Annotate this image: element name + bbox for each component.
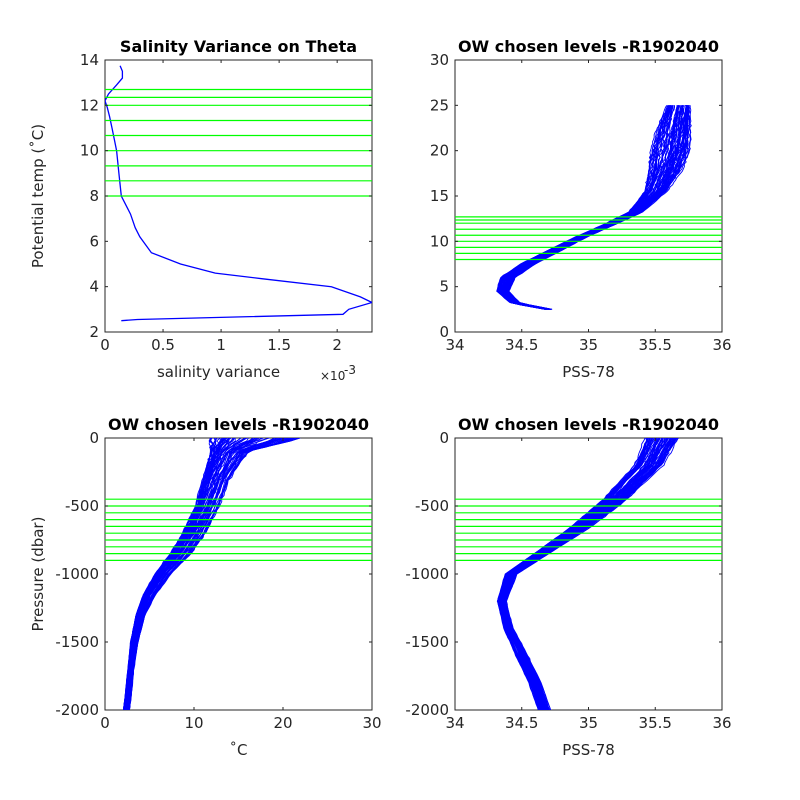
variance-x-tick-label: 1 [216,336,226,354]
ts-profile-line [506,105,689,310]
ts-y-tick-label: 30 [430,51,449,69]
ts-y-tick-label: 25 [430,96,449,114]
pt-x-tick-label: 0 [100,714,110,732]
ts-profile-line [496,105,669,310]
pt-y-tick-label: -1500 [55,633,99,651]
pt-plot-area [105,438,372,710]
ts-axes-frame [454,59,723,333]
variance-y-tick-label: 4 [89,278,99,296]
ts-x-tick-label: 36 [712,336,731,354]
pt-x-tick-label: 10 [184,714,203,732]
variance-y-tick-label: 14 [80,51,99,69]
ts-profile-line [503,105,682,310]
ps-x-axis-label: PSS-78 [562,741,615,759]
theta-salinity-panel: 34 34.5 35 35.5 36 0 5 10 15 20 25 30 OW chosen leve… [430,37,732,381]
pt-y-tick-label: -500 [65,497,99,515]
variance-y-tick-label: 10 [80,142,99,160]
variance-x-axis-label: salinity variance [157,363,280,381]
ts-x-tick-label: 34.5 [505,336,538,354]
variance-x-tick-label: 0 [100,336,110,354]
variance-y-axis-label: Potential temp (˚C) [29,124,47,268]
ps-profile-line [503,438,671,710]
pt-y-tick-label: -2000 [55,701,99,719]
ts-profile-line [499,105,673,310]
pressure-temperature-panel: 0 10 20 30 -2000 -1500 -1000 -500 0 OW chosen lev… [29,415,382,759]
pt-y-tick-label: -1000 [55,565,99,583]
variance-chart-title: Salinity Variance on Theta [120,37,357,56]
ps-profile-line [500,438,658,710]
variance-y-tick-label: 2 [89,323,99,341]
ps-y-tick-label: 0 [439,429,449,447]
ts-x-tick-label: 35.5 [639,336,672,354]
variance-x-exponent-power: -3 [344,363,356,377]
ps-x-tick-label: 35.5 [639,714,672,732]
ps-y-tick-label: -1500 [405,633,449,651]
salinity-variance-panel: 0 0.5 1 1.5 2 2 4 6 8 10 12 14 Salinity Variance on … [29,37,373,383]
ts-y-tick-label: 5 [439,278,449,296]
pt-axes-frame [104,437,373,711]
ps-plot-area [455,438,722,710]
pt-x-axis-label: ˚C [230,741,248,759]
variance-x-tick-label: 0.5 [151,336,175,354]
ps-y-tick-label: -2000 [405,701,449,719]
pressure-salinity-panel: 34 34.5 35 35.5 36 -2000 -1500 -1000 -500 0 OW cho… [405,415,731,759]
pt-profile-line [122,438,226,710]
ts-y-tick-label: 0 [439,323,449,341]
ts-x-tick-label: 34 [445,336,464,354]
pt-chart-title: OW chosen levels -R1902040 [108,415,369,434]
ps-x-tick-label: 34.5 [505,714,538,732]
ps-profile-line [501,438,664,710]
variance-x-tick-label: 1.5 [267,336,291,354]
ts-x-axis-label: PSS-78 [562,363,615,381]
ps-profile-line [504,438,675,710]
ts-y-tick-label: 15 [430,187,449,205]
pt-x-tick-label: 30 [362,714,381,732]
ps-axes-frame [454,437,723,711]
ps-x-tick-label: 35 [579,714,598,732]
variance-x-exponent-base: ×10 [320,369,345,383]
ps-y-tick-label: -500 [415,497,449,515]
pt-y-axis-label: Pressure (dbar) [29,517,47,632]
ps-profile-line [497,438,650,710]
ts-y-tick-label: 10 [430,232,449,250]
ts-x-tick-label: 35 [579,336,598,354]
variance-plot-area [105,65,372,322]
ts-chart-title: OW chosen levels -R1902040 [458,37,719,56]
variance-y-tick-label: 12 [80,96,99,114]
ps-profile-line [505,438,678,710]
variance-variance-profile-line [105,65,372,322]
ts-plot-area [455,104,722,310]
ts-profile-line [504,105,682,310]
variance-y-tick-label: 8 [89,187,99,205]
ps-x-tick-label: 36 [712,714,731,732]
pt-x-tick-label: 20 [273,714,292,732]
pt-profile-line [125,438,263,710]
ps-chart-title: OW chosen levels -R1902040 [458,415,719,434]
ps-x-tick-label: 34 [445,714,464,732]
variance-x-tick-label: 2 [332,336,342,354]
pt-profile-line [128,438,301,710]
pt-profile-line [127,438,291,710]
pt-y-tick-label: 0 [89,429,99,447]
ts-y-tick-label: 20 [430,142,449,160]
ps-y-tick-label: -1000 [405,565,449,583]
variance-y-tick-label: 6 [89,232,99,250]
